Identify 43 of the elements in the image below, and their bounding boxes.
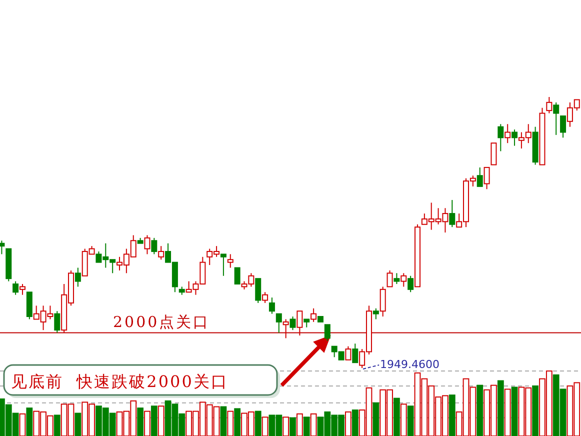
bar: [394, 398, 400, 436]
bar: [497, 380, 504, 436]
bar: [400, 404, 407, 436]
bar: [352, 410, 358, 436]
bar: [448, 394, 456, 436]
bar: [476, 384, 484, 436]
bar: [74, 412, 82, 436]
bar: [282, 416, 290, 436]
bar: [310, 413, 317, 436]
bar: [19, 413, 26, 436]
candlestick: [310, 308, 317, 322]
bar: [254, 410, 262, 436]
annotation: 见底前 快速跌破2000关口: [11, 372, 228, 391]
bar: [234, 408, 241, 436]
candlestick: [178, 286, 185, 296]
bar: [54, 414, 60, 436]
bar: [144, 410, 150, 436]
bar: [227, 410, 234, 436]
bar: [290, 417, 296, 436]
candlestick: [54, 310, 60, 334]
bar: [511, 386, 518, 436]
candlestick: [0, 240, 5, 255]
ref-line-label: 2000点关口: [113, 312, 210, 331]
bar: [296, 413, 303, 436]
bar: [26, 408, 33, 436]
bar: [262, 416, 268, 436]
candlestick: [498, 124, 504, 152]
candlestick: [504, 124, 511, 144]
bar: [150, 406, 158, 436]
bar: [158, 406, 164, 436]
bar: [407, 406, 414, 436]
candlestick: [268, 297, 275, 314]
bar: [532, 385, 539, 436]
candlestick: [380, 286, 386, 318]
bar: [220, 406, 227, 436]
candlestick: [546, 96, 552, 114]
bar: [137, 408, 144, 436]
annotation: 1949.4600: [380, 358, 440, 371]
candlestick: [282, 318, 289, 339]
bar: [372, 402, 380, 436]
bar: [345, 411, 352, 436]
bar: [303, 416, 310, 436]
bar: [504, 388, 511, 436]
